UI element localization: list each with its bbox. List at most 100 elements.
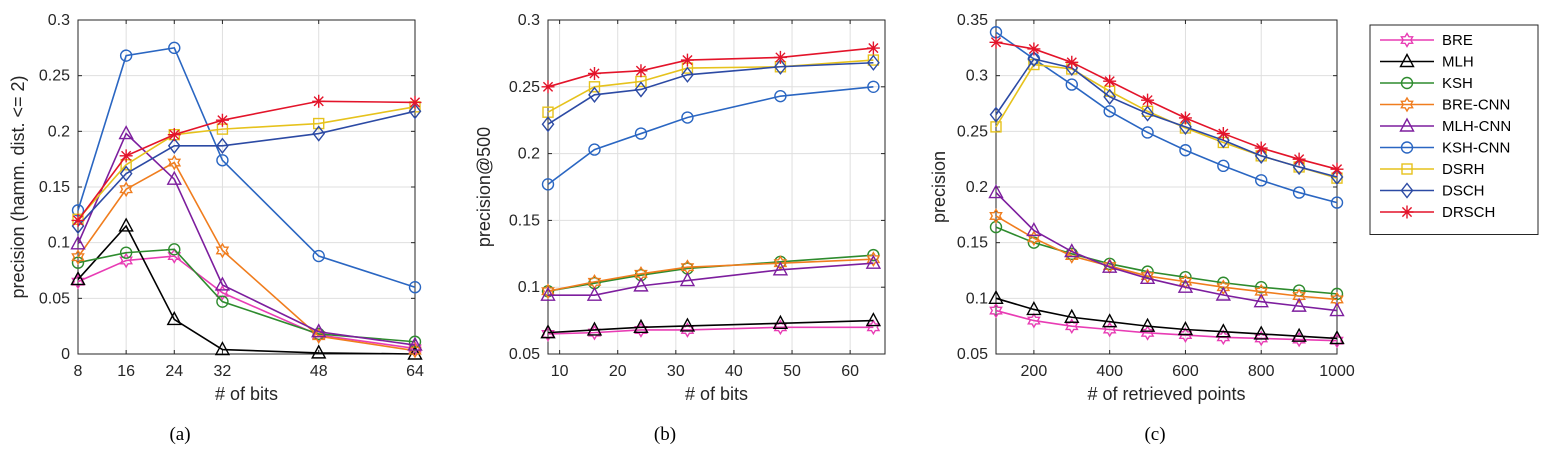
data-point-drsch [1254,141,1268,155]
series-line-ksh-cnn [77,46,416,288]
legend-marker [1399,117,1415,132]
data-point-dsch [1292,158,1306,176]
legend-label: BRE-CNN [1442,97,1510,114]
series-dsch [541,54,880,133]
data-point-drsch [866,41,880,55]
x-tick-label: 64 [406,363,424,380]
data-point-mlh [633,318,649,333]
x-tick-label: 50 [783,363,801,380]
x-axis-label: # of retrieved points [1087,384,1245,404]
data-point-drsch [1141,93,1155,107]
data-point-mlh [988,289,1004,305]
legend-entry-mlh: MLH [1380,53,1474,71]
legend-entry-bre: BRE [1380,32,1473,49]
data-point-dsrh [313,117,325,130]
data-point-dsch [216,137,229,154]
x-axis-label: # of bits [215,384,278,404]
data-point-ksh-cnn [1292,186,1306,199]
x-tick-label: 40 [725,363,743,380]
data-point-mlh-cnn [70,235,86,250]
legend-label: MLH [1442,54,1474,71]
data-point-drsch [1216,127,1230,141]
data-point-ksh-cnn [168,41,181,55]
x-tick-label: 1000 [1319,363,1355,380]
series-line-drsch [995,41,1338,170]
data-point-bre-cnn [866,251,881,268]
data-point-dsch [1141,105,1154,122]
x-tick-label: 32 [214,363,232,380]
y-tick-label: 0 [61,346,70,363]
data-point-mlh [1064,308,1080,323]
series-dsch [989,50,1344,186]
series-line-mlh [547,319,874,334]
data-point-mlh [166,311,182,326]
y-axis-label: precision (hamm. dist. <= 2) [8,75,28,298]
data-point-bre-cnn [1064,248,1079,264]
series-line-mlh [77,224,416,355]
series-ksh-cnn [541,80,880,191]
data-point-dsch [1179,118,1192,136]
data-point-bre [71,273,85,290]
data-point-mlh [70,270,86,286]
data-point-bre [167,248,182,264]
legend-marker [1400,96,1414,113]
legend-entry-dsch: DSCH [1380,182,1485,200]
data-point-drsch [1065,55,1079,69]
data-point-drsch [680,53,694,67]
data-point-bre [541,326,555,342]
data-point-mlh [1139,317,1156,332]
series-drsch [989,35,1344,176]
x-tick-label: 16 [117,363,135,380]
data-point-ksh [168,243,181,256]
series-drsch [71,94,422,227]
data-point-bre [119,252,133,269]
data-point-ksh-cnn [634,127,648,140]
series-mlh-cnn [540,254,882,301]
x-tick-label: 200 [1021,363,1048,380]
series-line-mlh-cnn [77,132,416,346]
data-point-mlh-cnn [865,254,882,269]
data-point-drsch [215,113,229,127]
data-point-mlh-cnn [1253,293,1269,308]
y-tick-label: 0.05 [957,346,988,363]
series-line-dsrh [995,63,1338,179]
y-tick-label: 0.3 [966,68,988,85]
data-point-mlh-cnn [988,184,1004,199]
data-point-drsch [1292,152,1306,166]
data-point-mlh [1101,313,1118,328]
data-point-ksh-cnn [1255,174,1268,187]
series-line-dsch [995,58,1338,178]
data-point-drsch [541,80,555,94]
data-point-bre-cnn [989,208,1003,224]
data-point-mlh [1329,329,1345,345]
data-point-drsch [773,50,787,64]
data-point-bre-cnn [1254,283,1269,300]
data-point-dsch [588,86,601,103]
data-point-ksh-cnn [216,154,229,167]
series-line-bre [547,326,874,335]
data-point-mlh-cnn [1139,269,1156,284]
legend-marker [1400,141,1414,154]
legend-marker [1401,163,1413,175]
series-mlh [988,289,1345,345]
data-point-dsch [1330,168,1344,186]
data-point-mlh [540,324,556,339]
x-tick-label: 800 [1248,363,1275,380]
data-point-mlh-cnn [1177,278,1194,293]
data-point-ksh-cnn [1217,159,1230,173]
data-point-bre [1254,330,1269,347]
chart-caption: (b) [654,424,676,445]
x-tick-label: 400 [1096,363,1123,380]
data-point-mlh [865,312,882,327]
data-point-ksh-cnn [1179,144,1192,157]
legend-marker [1400,182,1414,199]
data-point-bre-cnn [71,249,85,266]
y-tick-label: 0.2 [966,179,988,196]
series-ksh-cnn [71,41,422,294]
data-point-ksh-cnn [1065,78,1078,91]
data-point-drsch [1178,111,1192,125]
chart-c: 200 400 600 800 1000 0.05 0.1 0.15 0.2 0.25 0.3 0.3… [929,12,1355,445]
series-dsch [71,103,422,235]
plot-frame [547,19,886,355]
data-point-dsch [634,81,648,98]
